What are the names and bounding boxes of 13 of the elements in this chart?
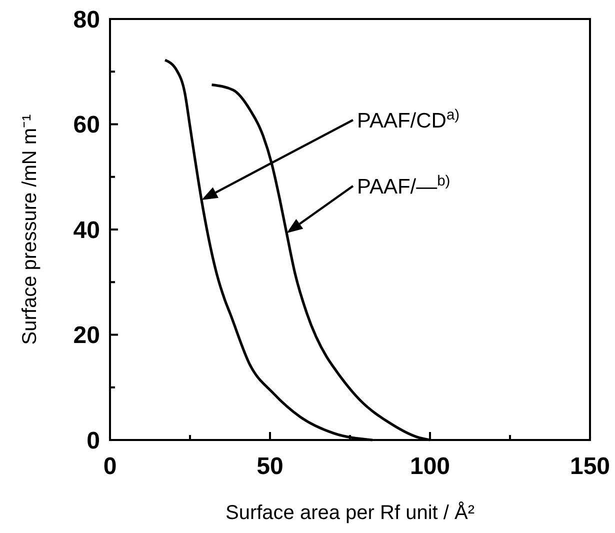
y-tick-label: 40 <box>73 216 100 244</box>
x-tick-label: 50 <box>256 453 284 480</box>
y-tick-label: 20 <box>73 322 100 350</box>
x-tick-label: 100 <box>410 453 450 480</box>
x-tick-label: 150 <box>570 453 610 480</box>
x-axis-title: Surface area per Rf unit / Å² <box>225 501 475 524</box>
annotation: PAAF/CD$^{a)}$ <box>357 107 460 132</box>
x-tick-label: 0 <box>103 453 117 480</box>
y-tick-label: 0 <box>86 427 100 454</box>
y-tick-label: 60 <box>73 112 100 139</box>
y-axis-title: Surface pressure /mN m⁻¹ <box>19 114 41 345</box>
y-tick-label: 80 <box>73 6 100 34</box>
annotation: PAAF/—$^{b)}$ <box>357 173 450 198</box>
